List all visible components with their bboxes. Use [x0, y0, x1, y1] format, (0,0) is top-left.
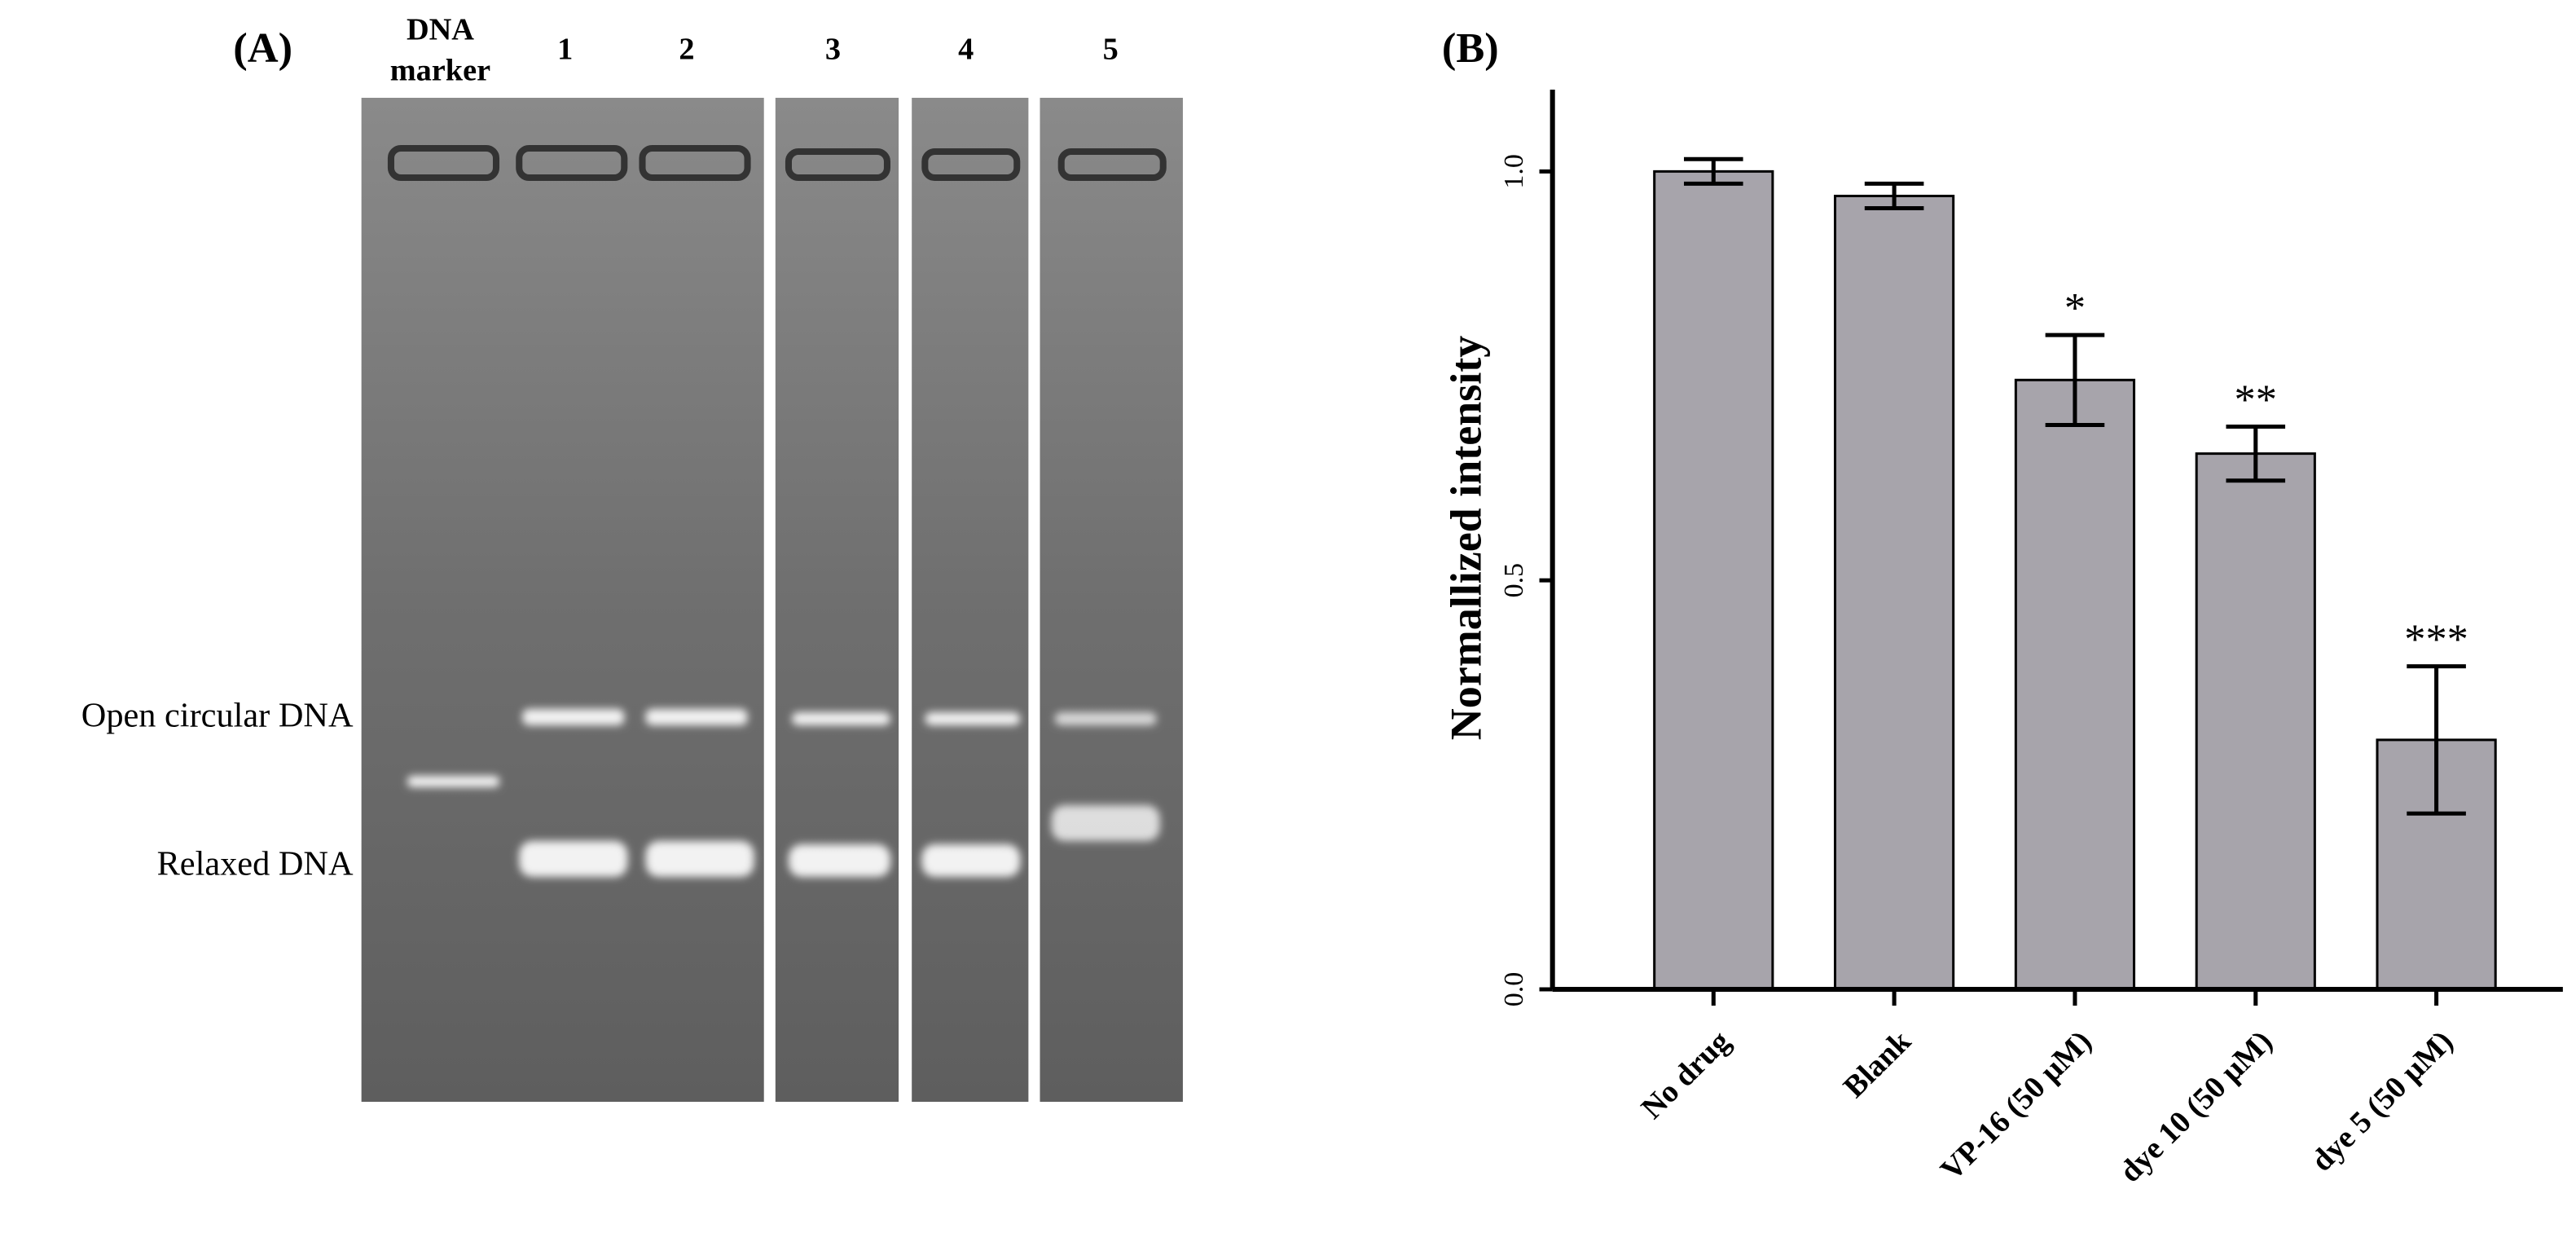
band-label: Relaxed DNA	[157, 845, 354, 883]
bar	[1653, 170, 1774, 991]
x-tick-label: Blank	[1837, 1024, 1919, 1104]
significance-label: **	[2235, 376, 2277, 424]
significance-label: *	[2064, 284, 2086, 332]
gel	[361, 98, 1183, 1102]
gel-piece	[361, 98, 764, 1102]
bands	[407, 709, 1160, 877]
panel-label: (A)	[233, 24, 292, 72]
y-axis-label: Normallized intensity	[1441, 336, 1490, 740]
bar	[2195, 452, 2316, 991]
lane-label: 4	[958, 33, 974, 67]
lane-label: marker	[390, 54, 490, 88]
y-tick-label: 0.5	[1499, 563, 1529, 597]
x-tick-label: dye 10 (50 μM)	[2113, 1024, 2279, 1189]
lane-label: DNA	[407, 13, 474, 47]
wells	[387, 145, 1167, 181]
lane-label: 2	[679, 33, 694, 67]
lane-label: 1	[557, 33, 573, 67]
x-tick-label: dye 5 (50 μM)	[2305, 1024, 2460, 1178]
bar	[2014, 378, 2136, 991]
band-label: Open circular DNA	[81, 697, 354, 735]
significance-label: ***	[2404, 616, 2468, 663]
lane-label: 5	[1103, 33, 1119, 67]
y-tick-label: 0.0	[1499, 972, 1529, 1006]
x-tick-label: No drug	[1635, 1024, 1737, 1125]
gel-piece	[1040, 98, 1183, 1102]
x-tick-label: VP-16 (50 μM)	[1934, 1024, 2099, 1187]
bar	[1834, 194, 1955, 991]
panel-label: (B)	[1442, 24, 1499, 72]
gel-piece	[912, 98, 1029, 1102]
gel-piece	[775, 98, 899, 1102]
lane-label: 3	[825, 33, 841, 67]
y-tick-label: 1.0	[1499, 154, 1529, 188]
